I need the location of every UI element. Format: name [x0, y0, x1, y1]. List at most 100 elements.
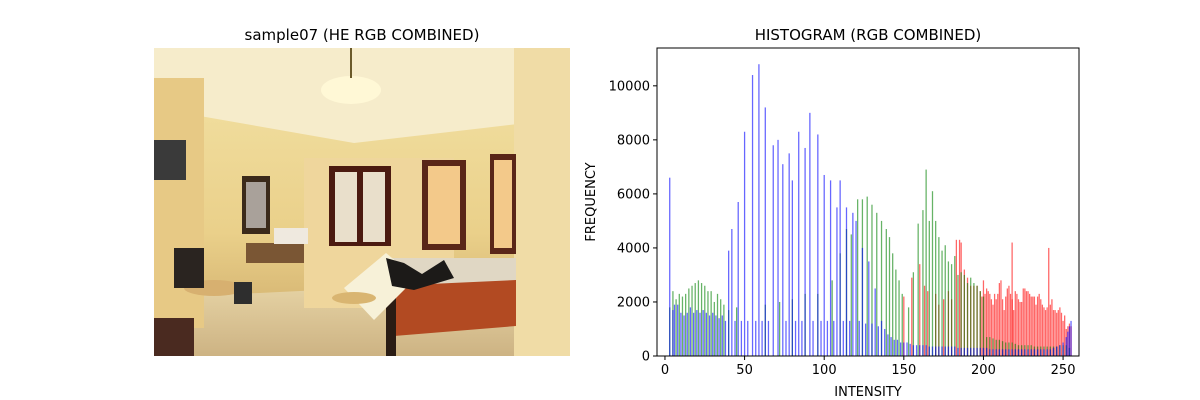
histogram-bar-red-51	[1032, 296, 1034, 356]
histogram-bar-green-60	[973, 283, 975, 356]
y-tick-label-6000: 6000	[617, 187, 650, 202]
histogram-bar-blue-67	[890, 337, 892, 356]
histogram-bar-green-37	[892, 253, 894, 356]
histogram-bar-green-21	[778, 301, 781, 356]
y-tick-label-0: 0	[642, 350, 650, 365]
histogram-bar-green-52	[947, 261, 950, 356]
histogram-bar-green-10	[700, 283, 703, 356]
histogram-bar-blue-6	[686, 312, 688, 356]
histogram-bar-blue-25	[747, 320, 749, 356]
histogram-bar-blue-65	[884, 328, 886, 356]
histogram-bar-blue-111	[1030, 349, 1032, 356]
histogram-bar-green-6	[688, 288, 690, 356]
histogram-bar-blue-42	[809, 112, 811, 356]
histogram-bar-blue-55	[852, 212, 854, 356]
histogram-bar-red-58	[1043, 307, 1045, 356]
histogram-bar-blue-18	[724, 320, 727, 356]
histogram-bar-blue-113	[1036, 349, 1039, 356]
histogram-bar-red-55	[1038, 293, 1040, 356]
histogram-bar-blue-17	[721, 315, 723, 356]
histogram-bar-red-61	[1048, 247, 1050, 356]
histogram-bar-red-37	[1009, 293, 1012, 356]
image-panel-title: sample07 (HE RGB COMBINED)	[244, 26, 480, 44]
histogram-bar-blue-88	[957, 347, 959, 356]
histogram-bar-red-76	[1011, 242, 1013, 356]
histogram-bar-blue-92	[970, 347, 972, 356]
histogram-bar-green-46	[928, 220, 930, 356]
histogram-bar-blue-28	[758, 64, 760, 357]
histogram-bar-blue-47	[826, 320, 829, 356]
histogram-bar-red-34	[1005, 296, 1007, 356]
x-tick-label-200: 200	[971, 363, 996, 378]
y-tick-label-2000: 2000	[617, 295, 650, 310]
histogram-bar-blue-0	[669, 177, 671, 356]
histogram-bar-blue-98	[989, 349, 991, 356]
histogram-bars	[669, 64, 1072, 357]
histogram-bar-blue-3	[677, 304, 679, 356]
histogram-bar-blue-9	[696, 310, 698, 356]
histogram-bar-blue-60	[868, 261, 870, 356]
histogram-bar-red-32	[1001, 299, 1004, 356]
histogram-bar-blue-124	[1068, 326, 1071, 356]
histogram-bar-blue-72	[906, 342, 908, 356]
histogram-bar-green-72	[1011, 342, 1013, 356]
histogram-bar-blue-48	[829, 180, 832, 356]
histogram-bar-blue-32	[772, 145, 774, 356]
histogram-bar-red-26	[992, 304, 994, 356]
histogram-bar-blue-51	[839, 180, 841, 356]
histogram-bar-blue-33	[777, 139, 779, 356]
y-tick-label-4000: 4000	[617, 241, 650, 256]
histogram-bar-blue-104	[1008, 349, 1010, 356]
histogram-bar-green-14	[713, 301, 715, 356]
histogram-bar-green-19	[735, 307, 738, 356]
histogram-bar-blue-117	[1049, 349, 1051, 356]
histogram-bar-blue-84	[944, 346, 946, 356]
histogram-bar-green-38	[895, 269, 897, 356]
histogram-bar-blue-46	[823, 174, 825, 356]
histogram-bar-green-55	[957, 274, 959, 356]
histogram-bar-blue-43	[812, 320, 814, 356]
histogram-bar-green-11	[704, 285, 706, 356]
histogram-bar-blue-24	[743, 131, 746, 356]
histogram-bar-green-15	[716, 293, 719, 356]
histogram-bar-blue-35	[785, 320, 787, 356]
histogram-bar-red-56	[1040, 299, 1042, 356]
histogram-bar-blue-53	[845, 207, 848, 356]
histogram-bar-green-51	[944, 245, 946, 356]
histogram-bar-blue-57	[858, 320, 860, 356]
histogram-bar-blue-23	[740, 320, 743, 356]
histogram-bar-red-54	[1036, 296, 1039, 356]
histogram-bar-blue-95	[979, 347, 981, 356]
histogram-bar-green-43	[917, 223, 919, 356]
histogram-bar-blue-118	[1052, 347, 1055, 356]
histogram-bar-blue-87	[954, 346, 956, 356]
histogram-bar-blue-21	[734, 320, 736, 356]
y-axis-label: FREQUENCY	[584, 162, 599, 241]
histogram-bar-red-3	[923, 285, 926, 356]
histogram-bar-red-29	[997, 293, 999, 356]
histogram-bar-blue-121	[1062, 342, 1064, 356]
histogram-bar-green-3	[678, 293, 680, 356]
histogram-bar-blue-16	[718, 318, 720, 356]
histogram-bar-blue-69	[896, 339, 899, 356]
histogram-bar-blue-116	[1046, 349, 1048, 356]
histogram-bar-blue-76	[919, 345, 921, 356]
histogram-bar-blue-36	[788, 153, 790, 356]
histogram-bar-green-64	[986, 337, 988, 356]
histogram-bar-green-68	[998, 339, 1001, 356]
histogram-bar-green-5	[685, 293, 687, 356]
histogram-bar-blue-61	[871, 323, 873, 356]
histogram-bar-blue-96	[982, 347, 985, 356]
histogram-bar-red-68	[1059, 307, 1061, 356]
histogram-bar-green-50	[941, 250, 943, 356]
histogram-bar-blue-41	[804, 147, 806, 356]
histogram-bar-red-59	[1044, 310, 1047, 356]
x-tick-label-100: 100	[812, 363, 837, 378]
histogram-bar-red-48	[1027, 291, 1029, 356]
histogram-bar-green-17	[723, 304, 725, 356]
histogram-bar-blue-37	[791, 180, 793, 356]
histogram-bar-blue-82	[938, 346, 940, 356]
histogram-bar-red-43	[1019, 301, 1021, 356]
histogram-bar-green-54	[954, 256, 956, 356]
histogram-bar-red-0	[903, 296, 905, 356]
